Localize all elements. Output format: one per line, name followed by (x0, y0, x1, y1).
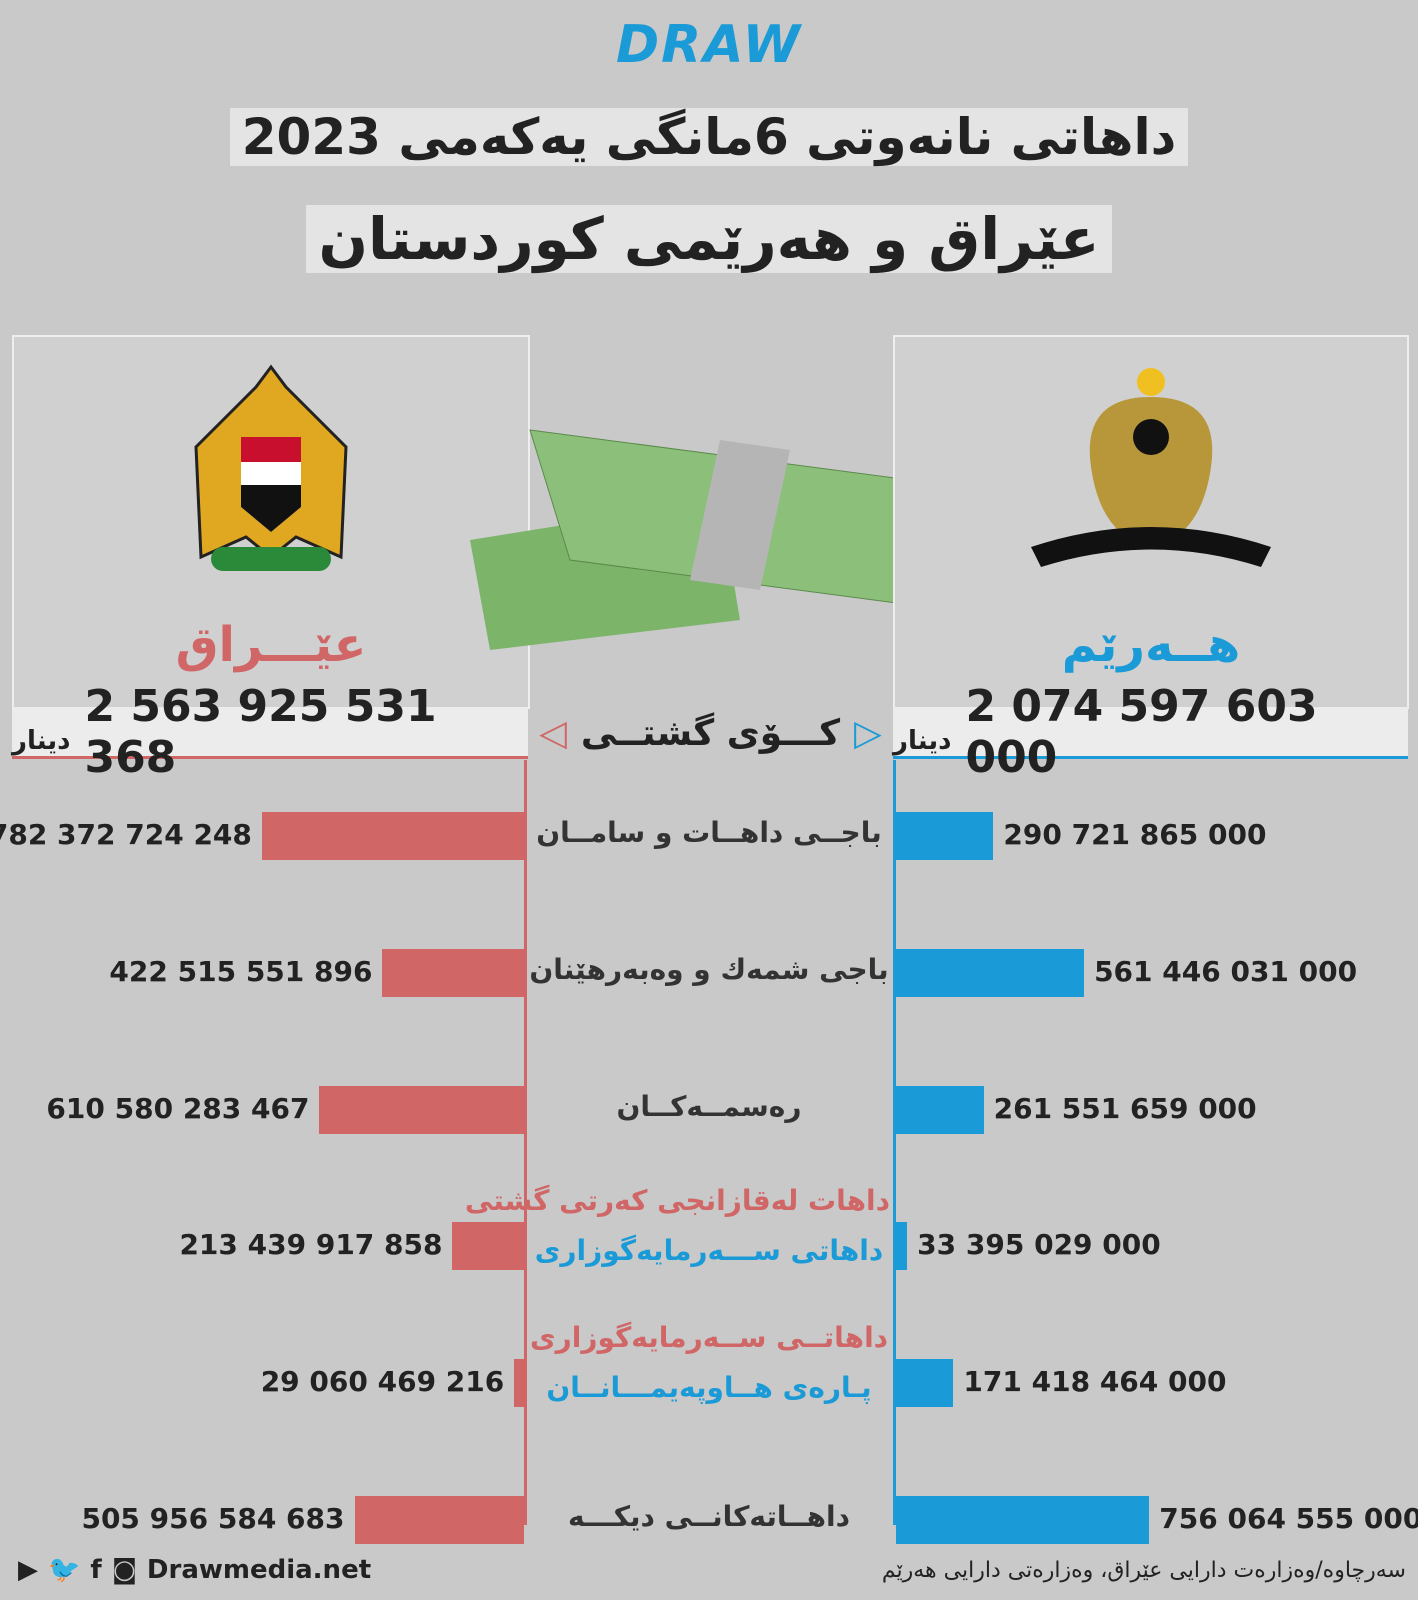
region-axis (893, 760, 896, 1525)
iraq-total-value: 2 563 925 531 368 (84, 680, 437, 783)
iraq-bar (261, 812, 524, 860)
facebook-icon[interactable]: f (90, 1555, 102, 1585)
title-text-2: عێراق و هەرێمی کوردستان (306, 205, 1112, 273)
iraq-eagle-emblem-icon (194, 364, 348, 571)
iraq-currency: دینار (12, 726, 71, 756)
twitter-icon[interactable]: 🐦 (48, 1555, 81, 1585)
category-label: داهات لەقازانجی کەرتی گشتی (464, 1184, 890, 1217)
region-bar (896, 949, 1085, 997)
region-name: هــەرێم (1061, 617, 1241, 673)
iraq-axis (524, 760, 527, 1525)
iraq-value-label: 213 439 917 858 (179, 1228, 443, 1261)
category-label: داهــاتەکانــی دیکـــە (568, 1500, 850, 1533)
source-note: سەرچاوە/وەزارەت دارایی عێراق، وەزارەتی د… (881, 1558, 1406, 1583)
arrow-right-icon: ▷ (854, 712, 882, 754)
title-line-1: داهاتی نانەوتی 6مانگی یەکەمی 2023 (0, 108, 1418, 166)
region-bar (896, 1359, 954, 1407)
total-label-text: کـــۆی گشتــی (580, 712, 841, 754)
iraq-value-label: 782 372 724 248 (0, 818, 252, 851)
region-total-value: 2 074 597 603 000 (965, 680, 1318, 783)
category-label-secondary: داهاتی ســـەرمایەگوزاری (534, 1234, 884, 1267)
region-value-label: 33 395 029 000 (917, 1228, 1161, 1261)
iraq-value-label: 505 956 584 683 (81, 1502, 345, 1535)
iraq-total: دینار 2 563 925 531 368 (12, 681, 528, 783)
draw-logo: DRAW (616, 15, 802, 75)
krg-emblem-icon (1031, 368, 1271, 567)
total-label: ▷ کـــۆی گشتــی ◁ (528, 707, 893, 759)
iraq-bar (382, 949, 524, 997)
footer-social: ▶ 🐦 f ◙ Drawmedia.net (18, 1555, 371, 1585)
iraq-value-label: 610 580 283 467 (46, 1092, 310, 1125)
iraq-bar (452, 1222, 524, 1270)
youtube-icon[interactable]: ▶ (18, 1555, 38, 1585)
category-label: رەسمــەکــان (616, 1090, 802, 1123)
money-stack-image-icon (470, 429, 951, 650)
category-label: باجــی داهــات و سامــان (536, 816, 882, 849)
instagram-icon[interactable]: ◙ (111, 1555, 137, 1585)
iraq-bar (354, 1496, 524, 1544)
iraq-bar (514, 1359, 524, 1407)
iraq-bar (319, 1086, 524, 1134)
arrow-left-icon: ◁ (539, 712, 567, 754)
region-bar (896, 812, 994, 860)
region-value-label: 561 446 031 000 (1094, 955, 1358, 988)
iraq-value-label: 422 515 551 896 (109, 955, 373, 988)
region-bar (896, 1496, 1150, 1544)
region-value-label: 261 551 659 000 (993, 1092, 1257, 1125)
category-label: باجی شمەك و وەبەرهێنان (529, 953, 889, 986)
region-total: دینار 2 074 597 603 000 (893, 681, 1408, 783)
site-link[interactable]: Drawmedia.net (146, 1555, 372, 1585)
iraq-value-label: 29 060 469 216 (260, 1365, 505, 1398)
iraq-name: عێـــراق (175, 617, 367, 673)
title-line-2: عێراق و هەرێمی کوردستان (0, 205, 1418, 273)
region-bar (896, 1086, 984, 1134)
title-text-1: داهاتی نانەوتی 6مانگی یەکەمی 2023 (229, 108, 1189, 166)
region-value-label: 756 064 555 000 (1159, 1502, 1418, 1535)
region-currency: دینار (893, 726, 952, 756)
region-panel: هــەرێم (893, 335, 1409, 709)
category-label-secondary: پـارەی هــاوپەیمـــانــان (546, 1371, 872, 1404)
iraq-panel: عێـــراق (12, 335, 530, 709)
region-value-label: 171 418 464 000 (963, 1365, 1227, 1398)
region-bar (896, 1222, 908, 1270)
region-value-label: 290 721 865 000 (1003, 818, 1267, 851)
category-label: داهاتــی ســەرمایەگوزاری (529, 1321, 889, 1354)
